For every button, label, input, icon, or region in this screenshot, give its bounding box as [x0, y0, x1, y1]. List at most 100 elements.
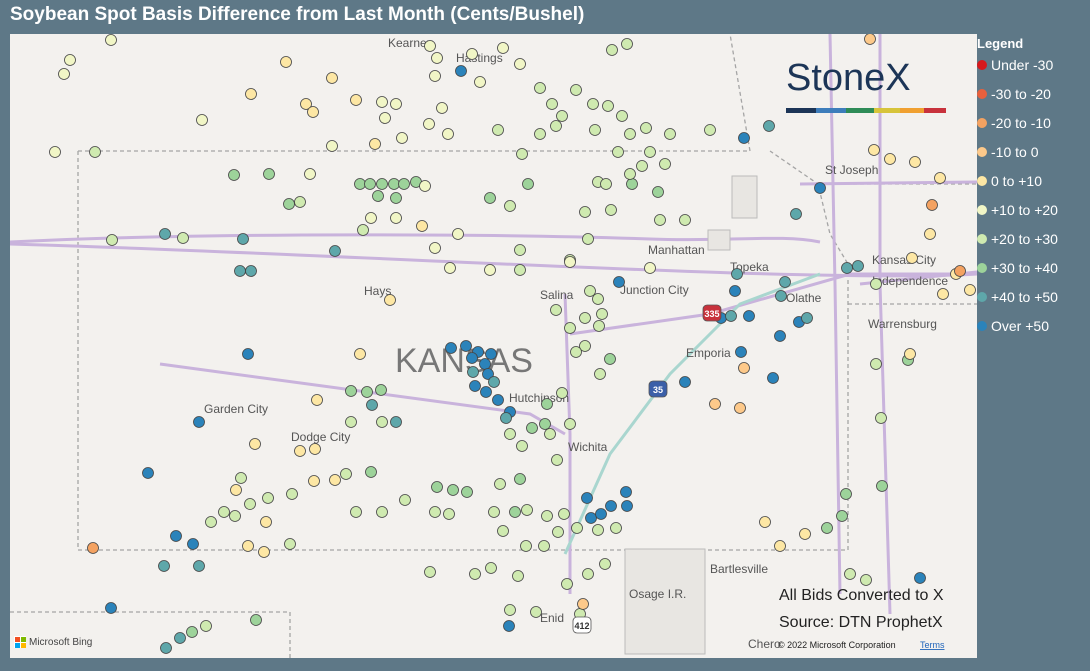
bid-dot [593, 320, 605, 332]
bid-dot [174, 632, 186, 644]
legend-item[interactable]: Under -30 [977, 57, 1058, 86]
bid-dot [514, 244, 526, 256]
bid-dot [235, 472, 247, 484]
bid-dot [570, 84, 582, 96]
bid-dot [725, 310, 737, 322]
bid-dot [504, 200, 516, 212]
bid-dot [924, 228, 936, 240]
bid-dot [679, 214, 691, 226]
legend-item[interactable]: -30 to -20 [977, 86, 1058, 115]
bid-dot [636, 160, 648, 172]
bid-dot [864, 34, 876, 45]
bid-dot [587, 98, 599, 110]
bid-dot [196, 114, 208, 126]
bid-dot [738, 362, 750, 374]
bid-dot [550, 304, 562, 316]
legend-item[interactable]: 0 to +10 [977, 173, 1058, 202]
bid-dot [644, 146, 656, 158]
legend-item[interactable]: Over +50 [977, 318, 1058, 347]
bid-dot [480, 386, 492, 398]
bid-dot [592, 293, 604, 305]
bid-dot [429, 242, 441, 254]
bid-dot [520, 540, 532, 552]
bid-dot [294, 445, 306, 457]
place-label: Olathe [786, 291, 822, 305]
highway-shield [572, 616, 592, 634]
bid-dot [460, 340, 472, 352]
bid-dot [376, 416, 388, 428]
place-label: Chero [748, 637, 781, 651]
shield-label: 412 [574, 621, 589, 631]
attribution: Microsoft Bing [29, 637, 92, 648]
bid-dot [479, 358, 491, 370]
legend-swatch [977, 147, 987, 157]
bid-dot [469, 568, 481, 580]
terms-link[interactable]: Terms [920, 640, 945, 650]
bid-dot [884, 153, 896, 165]
bid-dot [534, 128, 546, 140]
bid-dot [311, 394, 323, 406]
bid-dot [329, 245, 341, 257]
legend-item[interactable]: -20 to -10 [977, 115, 1058, 144]
legend: Legend Under -30 -30 to -20 -20 to -10 -10 … [977, 36, 1058, 347]
bid-dot [530, 606, 542, 618]
legend-item[interactable]: +40 to +50 [977, 289, 1058, 318]
bid-dot [452, 228, 464, 240]
bid-dot [365, 212, 377, 224]
bid-dot [860, 574, 872, 586]
bid-dot [779, 276, 791, 288]
shield-label: 35 [653, 385, 663, 395]
bid-dot [89, 146, 101, 158]
legend-label: Over +50 [991, 318, 1049, 334]
bid-dot [484, 264, 496, 276]
bid-dot [87, 542, 99, 554]
bid-dot [186, 626, 198, 638]
bid-dot [244, 498, 256, 510]
place-label: Osage I.R. [629, 587, 686, 601]
note: Source: DTN ProphetX [779, 614, 943, 631]
bid-dot [544, 428, 556, 440]
bid-dot [743, 310, 755, 322]
bid-dot [396, 132, 408, 144]
bid-dot [841, 262, 853, 274]
bid-dot [852, 260, 864, 272]
bid-dot [556, 387, 568, 399]
bid-dot [431, 52, 443, 64]
logo-text: StoneX [786, 57, 911, 99]
legend-item[interactable]: +20 to +30 [977, 231, 1058, 260]
title: Soybean Spot Basis Difference from Last … [10, 4, 585, 25]
legend-label: +40 to +50 [991, 289, 1058, 305]
bid-dot [592, 524, 604, 536]
bid-dot [326, 72, 338, 84]
bid-dot [485, 562, 497, 574]
bid-dot [388, 178, 400, 190]
place-label: Garden City [204, 402, 268, 416]
bid-dot [504, 428, 516, 440]
bid-dot [461, 486, 473, 498]
legend-item[interactable]: -10 to 0 [977, 144, 1058, 173]
bid-dot [187, 538, 199, 550]
highway-shield [648, 380, 668, 398]
legend-swatch [977, 118, 987, 128]
legend-item[interactable]: +10 to +20 [977, 202, 1058, 231]
bid-dot [571, 522, 583, 534]
bid-dot [937, 288, 949, 300]
bid-dot [228, 169, 240, 181]
bid-dot [354, 178, 366, 190]
bid-dot [767, 372, 779, 384]
place-label: Kansas City [872, 253, 936, 267]
legend-item[interactable]: +30 to +40 [977, 260, 1058, 289]
place-label: Wichita [568, 440, 608, 454]
bid-dot [500, 412, 512, 424]
bid-dot [605, 500, 617, 512]
bid-dot [870, 358, 882, 370]
place-label: St Joseph [825, 163, 878, 177]
bid-dot [170, 530, 182, 542]
place-label: Warrensburg [868, 317, 937, 331]
legend-swatch [977, 205, 987, 215]
bid-dot [801, 312, 813, 324]
bid-dot [364, 178, 376, 190]
bid-dot [799, 528, 811, 540]
bid-dot [307, 106, 319, 118]
bid-dot [564, 322, 576, 334]
